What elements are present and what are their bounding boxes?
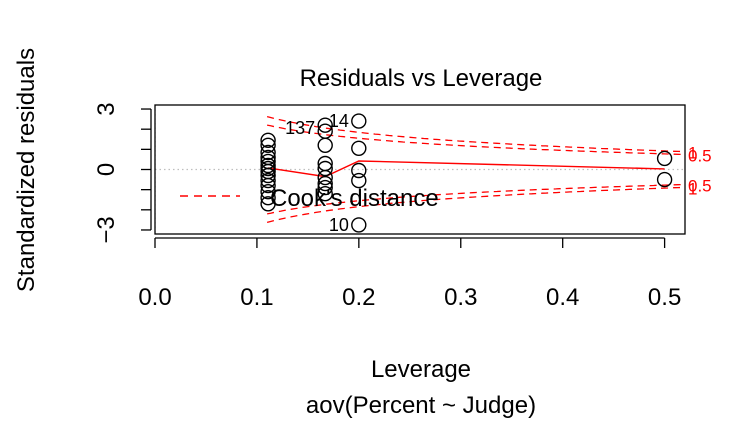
cooks-label-1-upper: 1 [688, 144, 697, 163]
data-point [260, 144, 276, 161]
data-point [260, 172, 276, 189]
point-label: 14 [329, 111, 349, 131]
cooks-label-0.5-lower: 0.5 [688, 177, 712, 196]
data-point [260, 177, 276, 194]
smoother-line-group [267, 160, 665, 178]
point-labels: 14 137 10 [285, 111, 349, 235]
chart-subtitle: aov(Percent ~ Judge) [306, 392, 536, 419]
data-point [351, 217, 367, 233]
data-point [317, 137, 333, 154]
x-tick-label: 0.0 [138, 284, 171, 311]
x-axis-label: Leverage [371, 356, 471, 383]
x-tick-label: 0.2 [342, 284, 375, 311]
x-axis: 0.0 0.1 0.2 0.3 0.4 0.5 [138, 237, 681, 311]
x-tick-label: 0.1 [240, 284, 273, 311]
cooks-distance-contours [266, 115, 685, 224]
data-point [317, 169, 333, 186]
data-point [317, 175, 333, 192]
reference-lines [155, 105, 685, 234]
cooks-contour-0.5-upper [266, 124, 685, 156]
y-tick-label: 0 [93, 163, 120, 176]
y-tick-label: 3 [93, 102, 120, 115]
data-point [260, 167, 276, 184]
data-point [260, 183, 276, 200]
data-point [260, 189, 276, 206]
data-point [656, 150, 673, 167]
data-point [351, 113, 367, 129]
point-label: 137 [285, 118, 315, 138]
data-point [351, 140, 367, 157]
data-point [317, 117, 333, 133]
y-axis-label: Standardized residuals [13, 48, 40, 292]
data-point [317, 160, 333, 177]
cooks-label-1-lower: 1 [688, 179, 697, 198]
y-tick-label: −3 [93, 216, 120, 243]
data-point [317, 179, 333, 196]
data-point [260, 137, 276, 154]
data-point [351, 172, 367, 189]
legend: Cook's distance [180, 185, 439, 212]
data-point [317, 185, 333, 202]
cooks-contour-0.5-lower [266, 183, 685, 215]
plot-frame [154, 104, 686, 235]
smoother-line [267, 160, 665, 178]
chart-title: Residuals vs Leverage [300, 65, 543, 92]
legend-entry-cooks-distance: Cook's distance [270, 185, 439, 212]
x-tick-label: 0.5 [648, 284, 681, 311]
point-label: 10 [329, 215, 349, 235]
data-point [656, 171, 673, 188]
x-tick-label: 0.4 [546, 284, 579, 311]
x-tick-label: 0.3 [444, 284, 477, 311]
data-point [260, 196, 276, 212]
data-points [260, 113, 673, 233]
data-point [260, 132, 276, 149]
y-axis: −3 0 3 [93, 102, 152, 244]
cooks-label-0.5-upper: 0.5 [688, 146, 712, 165]
cooks-contour-1-lower [266, 186, 685, 224]
cooks-contour-1-upper [266, 115, 685, 153]
data-point [351, 162, 367, 179]
cooks-distance-labels: 0.50.511 [688, 144, 712, 199]
